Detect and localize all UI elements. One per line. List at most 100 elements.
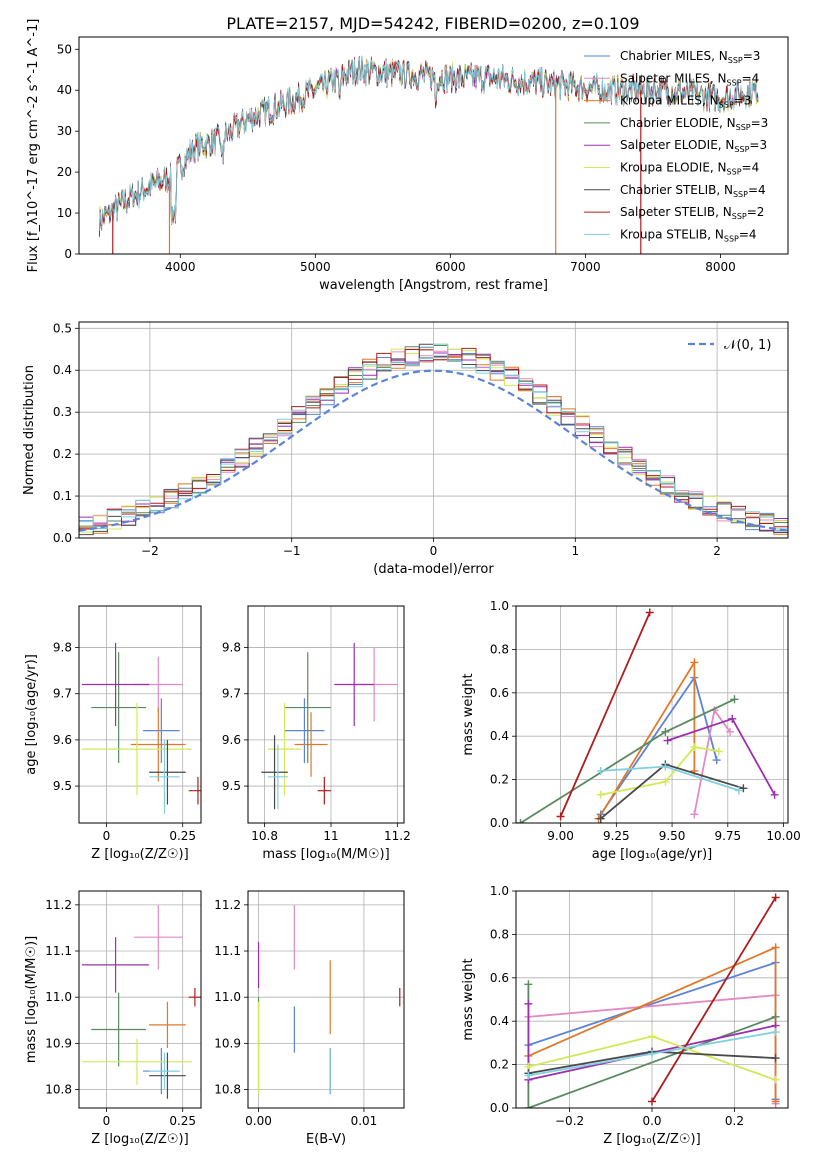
y-axis-label: Normed distribution: [22, 365, 37, 495]
weight-marker: [524, 1104, 533, 1108]
y-tick-label: 0.2: [53, 447, 72, 461]
y-tick-label: 10.8: [214, 1083, 241, 1097]
weight-line: [651, 897, 777, 1102]
x-tick-label: 7000: [570, 260, 601, 274]
legend-label: Chabrier ELODIE, NSSP=3: [620, 116, 768, 132]
plot-area: [79, 891, 201, 1108]
y-tick-label: 9.5: [222, 779, 241, 793]
y-tick-label: 0.5: [53, 321, 72, 335]
x-tick-label: 9.50: [659, 829, 686, 843]
weight-marker: [648, 1049, 656, 1058]
x-tick-label: 0: [103, 1114, 111, 1128]
x-tick-label: 0.00: [245, 1114, 272, 1128]
y-tick-label: 50: [57, 42, 72, 56]
y-tick-label: 11.0: [45, 990, 72, 1004]
weight-line: [599, 675, 718, 815]
panel-spectrum: Chabrier MILES, NSSP=3 Salpeter MILES, NS…: [26, 19, 789, 293]
y-tick-label: 1.0: [490, 884, 509, 898]
weight-marker: [645, 608, 654, 617]
weight-marker: [771, 1097, 780, 1106]
x-tick-label: 5000: [300, 260, 331, 274]
plot-area: [98, 55, 759, 254]
y-axis-label: mass weight: [461, 958, 476, 1040]
x-axis-label: Z [log₁₀(Z/Z☉)]: [91, 847, 188, 862]
chart-panels: Chabrier MILES, NSSP=3 Salpeter MILES, NS…: [22, 19, 801, 1147]
x-tick-label: 11.2: [384, 829, 411, 843]
y-tick-label: 1.0: [490, 599, 509, 613]
axes-frame: [78, 890, 202, 1109]
normal-curve: [79, 369, 788, 532]
y-tick-label: 0.3: [53, 405, 72, 419]
x-tick-label: 10.8: [251, 829, 278, 843]
x-tick-label: 9.25: [603, 829, 630, 843]
x-tick-label: 0.25: [169, 1114, 196, 1128]
y-tick-label: 10.9: [45, 1036, 72, 1050]
x-tick-label: 0.0: [642, 1114, 661, 1128]
x-tick-label: 2: [713, 544, 721, 558]
plot-area: [516, 891, 788, 1108]
weight-marker: [663, 736, 672, 745]
weight-marker: [728, 714, 737, 723]
panel-massweight-vs-Z: −0.2 0.0 0.2 0.0 0.2 0.4 0.6 0.8 1.0 Z [log₁₀(Z/Z…: [461, 884, 789, 1147]
weight-marker: [596, 790, 605, 799]
x-axis-label: (data-model)/error: [373, 562, 494, 577]
x-tick-label: 9.75: [714, 829, 741, 843]
x-tick-label: 9.00: [547, 829, 574, 843]
y-tick-label: 9.7: [222, 687, 241, 701]
legend-label: Chabrier MILES, NSSP=3: [620, 49, 760, 65]
figure-title: PLATE=2157, MJD=54242, FIBERID=0200, z=0…: [226, 14, 639, 33]
y-tick-label: 0.4: [490, 1014, 509, 1028]
weight-marker: [771, 1012, 780, 1021]
legend-label: Salpeter STELIB, NSSP=2: [620, 205, 764, 221]
axes-frame: [515, 605, 789, 824]
plot-area: [248, 891, 404, 1108]
x-tick-label: 0: [430, 544, 438, 558]
y-tick-label: 0.6: [490, 971, 509, 985]
y-axis-label: Flux [f_λ10^-17 erg cm^-2 s^-1 A^-1]: [26, 19, 41, 273]
weight-marker: [524, 980, 533, 989]
weight-marker: [661, 727, 670, 736]
weight-marker: [648, 1097, 656, 1106]
y-tick-label: 10.8: [45, 1083, 72, 1097]
weight-marker: [690, 810, 699, 819]
weight-marker: [690, 743, 699, 752]
weight-marker: [771, 1054, 780, 1063]
legend-label: Kroupa MILES, NSSP=3: [620, 94, 751, 110]
legend-label: Kroupa ELODIE, NSSP=4: [620, 161, 759, 177]
y-tick-label: 11.1: [214, 944, 241, 958]
x-axis-label: wavelength [Angstrom, rest frame]: [319, 278, 548, 293]
y-tick-label: 9.8: [53, 641, 72, 655]
legend-label: 𝒩(0, 1): [724, 338, 771, 353]
x-tick-label: −2: [141, 544, 159, 558]
x-axis-label: E(B-V): [306, 1132, 346, 1147]
x-axis-label: mass [log₁₀(M/M☉)]: [262, 847, 389, 862]
y-tick-label: 9.7: [53, 687, 72, 701]
legend-label: Salpeter ELODIE, NSSP=3: [620, 138, 767, 154]
y-tick-label: 20: [57, 165, 72, 179]
y-tick-label: 0.8: [490, 927, 509, 941]
panel-mass-vs-Z: 0 0.25 10.8 10.9 11.0 11.1 11.2 Z [log₁₀(Z/Z☉)]…: [24, 890, 202, 1147]
weight-marker: [771, 1075, 780, 1084]
y-axis-label: mass weight: [461, 673, 476, 755]
weight-line: [600, 746, 720, 796]
y-tick-label: 0.0: [490, 816, 509, 830]
plot-area: [516, 606, 788, 823]
weight-marker: [739, 784, 748, 793]
y-tick-label: 11.2: [45, 898, 72, 912]
spectrum-line: [98, 55, 759, 231]
y-tick-label: 11.0: [214, 990, 241, 1004]
y-tick-label: 9.6: [222, 733, 241, 747]
weight-marker: [524, 999, 533, 1008]
panel-age-vs-mass: 10.8 11 11.2 9.5 9.6 9.7 9.8 mass [log₁₀(M/M☉)]: [222, 605, 411, 862]
y-tick-label: 40: [57, 83, 72, 97]
x-tick-label: −0.2: [555, 1114, 584, 1128]
y-tick-label: 9.6: [53, 733, 72, 747]
y-tick-label: 0: [64, 247, 72, 261]
weight-marker: [771, 1028, 780, 1037]
weight-marker: [516, 819, 525, 823]
y-tick-label: 10.9: [214, 1036, 241, 1050]
weight-marker: [524, 1071, 533, 1080]
legend-label: Chabrier STELIB, NSSP=4: [620, 183, 766, 199]
weight-marker: [726, 727, 735, 736]
weight-marker: [770, 790, 779, 799]
